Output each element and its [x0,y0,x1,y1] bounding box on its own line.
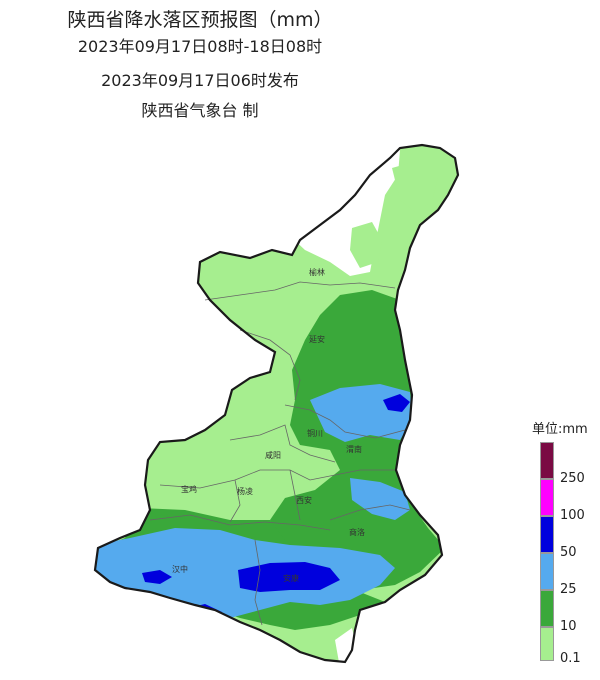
city-shangluo: 商洛 [349,527,365,537]
legend-label-10: 10 [560,619,577,634]
city-yanan: 延安 [309,334,325,344]
heavy-rain-southeast [350,478,410,520]
city-yulin: 榆林 [309,267,325,277]
light-rain-patch-north2 [350,222,382,268]
issuer: 陕西省气象台 制 [141,101,259,120]
legend-swatch-10 [540,590,554,627]
rainstorm-area-east [383,394,410,412]
city-weinan: 渭南 [346,444,362,454]
city-hanzhong: 汉中 [172,564,188,574]
legend-swatch-100 [540,479,554,516]
city-xianyang: 咸阳 [265,450,281,460]
city-labels: 榆林 延安 铜川 渭南 咸阳 宝鸡 杨凌 西安 商洛 汉中 安康 [172,267,365,583]
city-yangling: 杨凌 [237,486,253,496]
legend: 单位:mm 250 100 50 25 10 0.1 [532,418,598,668]
legend-label-0-1: 0.1 [560,651,581,666]
map-title: 陕西省降水落区预报图（mm） [67,9,333,31]
city-baoji: 宝鸡 [181,484,197,494]
legend-label-25: 25 [560,582,577,597]
legend-swatch-250 [540,442,554,479]
legend-swatch-50 [540,516,554,553]
heavy-rain-east [310,384,412,442]
legend-label-100: 100 [560,508,585,523]
rainstorm-area-south [238,562,340,592]
light-rain-patch-north [392,160,438,212]
title-block: 陕西省降水落区预报图（mm） 2023年09月17日08时-18日08时 202… [0,6,400,124]
city-xian: 西安 [296,495,312,505]
issue-time: 2023年09月17日06时发布 [101,71,299,90]
city-boundaries [149,281,411,626]
city-ankang: 安康 [283,573,299,583]
city-tongchuan: 铜川 [307,428,323,438]
legend-label-50: 50 [560,545,577,560]
legend-label-250: 250 [560,471,585,486]
rainstorm-area-hanzhong [142,570,172,584]
legend-swatch-0-1 [540,627,554,661]
forecast-period: 2023年09月17日08时-18日08时 [77,37,323,56]
rainfall-areas [95,145,458,662]
legend-unit: 单位:mm [532,422,588,437]
legend-swatch-25 [540,553,554,590]
